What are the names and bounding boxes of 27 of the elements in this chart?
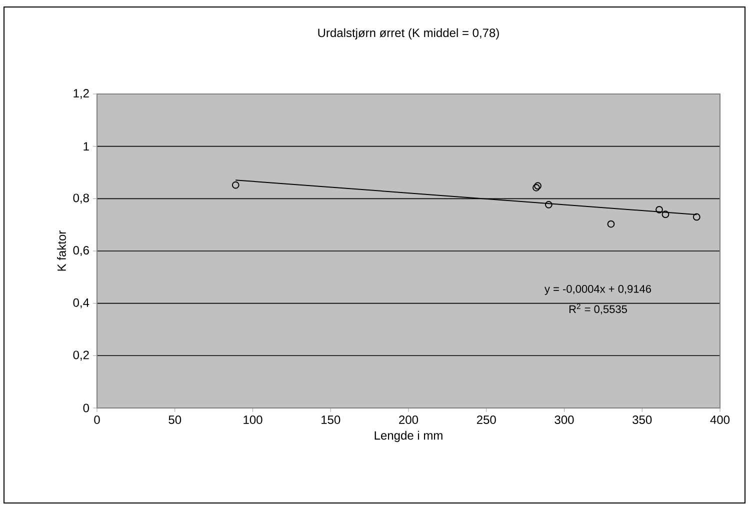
x-tick-label: 150 [322, 416, 340, 424]
y-tick-label: 0,2 [73, 350, 89, 361]
x-tick-label: 250 [476, 416, 496, 424]
y-tick-label: 0,6 [73, 246, 89, 256]
chart-title: Urdalstjørn ørret (K middel = 0,78) [318, 28, 499, 40]
y-tick-label: 0,8 [73, 194, 89, 204]
y-tick-label: 0 [83, 404, 90, 412]
y-tick-label: 1 [84, 142, 89, 150]
x-tick-label: 350 [632, 416, 652, 424]
x-tick-label: 100 [244, 416, 262, 424]
annotation: y = -0,0004x + 0,9146 [544, 285, 652, 295]
y-tick-label: 0,4 [73, 298, 90, 308]
x-tick-label: 0 [94, 416, 100, 424]
x-axis-title: Lengde i mm [374, 430, 442, 442]
point [544, 200, 552, 208]
point [656, 206, 663, 214]
y-tick-label: 1,2 [74, 89, 89, 99]
annotation: R$^{2}$ = 0,5535 [569, 304, 627, 314]
point [692, 213, 700, 221]
x-tick-label: 300 [554, 416, 574, 424]
y-axis-title: K faktor [57, 230, 66, 271]
x-tick-label: 200 [399, 416, 418, 424]
x-tick-label: 50 [168, 416, 182, 424]
point [607, 220, 615, 228]
point [662, 210, 670, 218]
point [232, 181, 240, 189]
x-tick-label: 400 [710, 416, 730, 424]
